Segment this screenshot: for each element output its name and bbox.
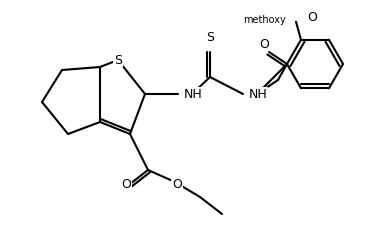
Text: NH: NH <box>249 88 268 100</box>
Text: methoxy: methoxy <box>243 15 286 25</box>
Text: O: O <box>259 38 269 51</box>
Text: O: O <box>307 11 317 24</box>
Text: O: O <box>121 177 131 190</box>
Text: S: S <box>114 53 122 67</box>
Text: O: O <box>172 177 182 190</box>
Text: NH: NH <box>184 88 203 100</box>
Text: S: S <box>206 31 214 44</box>
